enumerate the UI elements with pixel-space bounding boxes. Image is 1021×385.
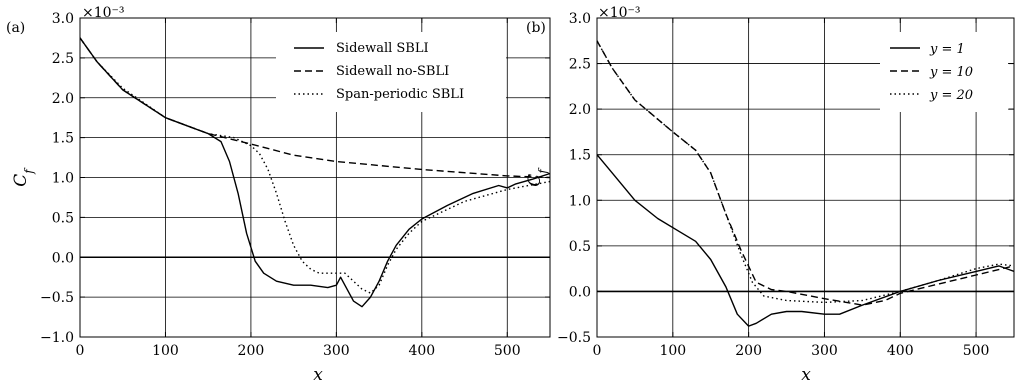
legend-label-sidewall-no-sbli: Sidewall no-SBLI [336, 64, 449, 79]
x-tick-label-a-1: 100 [152, 343, 179, 359]
series-line-a-sidewall-no-sbli [79, 37, 551, 179]
series-line-a-sidewall-sbli [79, 37, 551, 308]
x-tick-label-a-4: 400 [408, 343, 435, 359]
x-axis-label-a: x [313, 365, 323, 385]
y-tick-labels-a: −1.0 −0.5 0.0 0.5 1.0 1.5 2.0 2.5 3.0 [40, 11, 74, 346]
y-tick-label-a-6: 2.0 [52, 91, 74, 107]
y-tick-label-a-5: 1.5 [52, 131, 74, 147]
x-tick-label-b-4: 400 [887, 343, 914, 359]
legend-box-b [880, 32, 1008, 112]
y-tick-label-b-7: 3.0 [569, 11, 591, 27]
y-tick-label-b-5: 2.0 [569, 102, 591, 118]
x-tick-label-b-2: 200 [735, 343, 762, 359]
y-multiplier-b: ×10⁻³ [598, 5, 641, 21]
y-tick-label-a-1: −0.5 [40, 290, 74, 306]
y-multiplier-a: ×10⁻³ [82, 5, 125, 21]
panel-a: (a) ×10⁻³ −1.0−0.50.00.51.01.52.02.53.0 … [6, 5, 551, 385]
y-axis-label-b: Cf [525, 167, 550, 187]
x-tick-label-b-1: 100 [659, 343, 686, 359]
x-tick-label-a-2: 200 [238, 343, 265, 359]
x-tick-labels-b: 0 100 200 300 400 500 [593, 343, 990, 359]
legend-a: Sidewall SBLI Sidewall no-SBLI Span-peri… [276, 32, 506, 112]
panel-label-b: (b) [526, 20, 546, 36]
y-tick-labels-b: −0.5 0.0 0.5 1.0 1.5 2.0 2.5 3.0 [557, 11, 591, 346]
panel-label-a: (a) [6, 20, 25, 36]
y-tick-label-a-7: 2.5 [52, 51, 74, 67]
y-tick-label-b-3: 1.0 [569, 193, 591, 209]
y-tick-label-b-2: 0.5 [569, 239, 591, 255]
y-tick-label-a-4: 1.0 [52, 171, 74, 187]
ticks-a [79, 17, 550, 338]
x-tick-label-b-3: 300 [811, 343, 838, 359]
legend-label-y20: y = 20 [929, 88, 973, 103]
y-tick-label-a-0: −1.0 [40, 330, 74, 346]
y-tick-label-b-4: 1.5 [569, 148, 591, 164]
x-tick-label-a-5: 500 [494, 343, 521, 359]
y-tick-label-b-1: 0.0 [569, 284, 591, 300]
x-axis-label-b: x [801, 365, 811, 385]
legend-b: y = 1 y = 10 y = 20 [880, 32, 1008, 112]
y-tick-label-b-0: −0.5 [557, 330, 591, 346]
ticks-b [596, 17, 1014, 338]
plot-frame-b [596, 17, 1015, 338]
y-tick-label-a-3: 0.5 [52, 210, 74, 226]
y-axis-label-a: Cf [11, 167, 36, 187]
x-tick-label-b-0: 0 [593, 343, 602, 359]
legend-label-y1: y = 1 [929, 42, 965, 57]
legend-label-sidewall-sbli: Sidewall SBLI [336, 41, 429, 56]
x-tick-label-a-0: 0 [76, 343, 85, 359]
series-line-b-y-10 [596, 40, 1015, 306]
series-a [79, 37, 551, 308]
x-tick-label-b-5: 500 [963, 343, 990, 359]
legend-label-y10: y = 10 [929, 65, 973, 80]
panel-b: (b) ×10⁻³ −0.5 0.0 0.5 1.0 1.5 2.0 2.5 3.0 0 100… [525, 5, 1015, 385]
y-tick-label-a-2: 0.0 [52, 250, 74, 266]
series-line-a-span-periodic-sbli [79, 37, 551, 294]
series-b [596, 40, 1015, 327]
x-tick-label-a-3: 300 [323, 343, 350, 359]
x-tick-labels-a: 0 100 200 300 400 500 [76, 343, 521, 359]
y-tick-label-b-6: 2.5 [569, 57, 591, 73]
legend-box-a [276, 32, 506, 112]
series-line-b-y-1 [596, 154, 1015, 327]
legend-label-span-periodic-sbli: Span-periodic SBLI [336, 87, 464, 102]
y-tick-label-a-8: 3.0 [52, 11, 74, 27]
series-line-b-y-20 [596, 40, 1015, 304]
